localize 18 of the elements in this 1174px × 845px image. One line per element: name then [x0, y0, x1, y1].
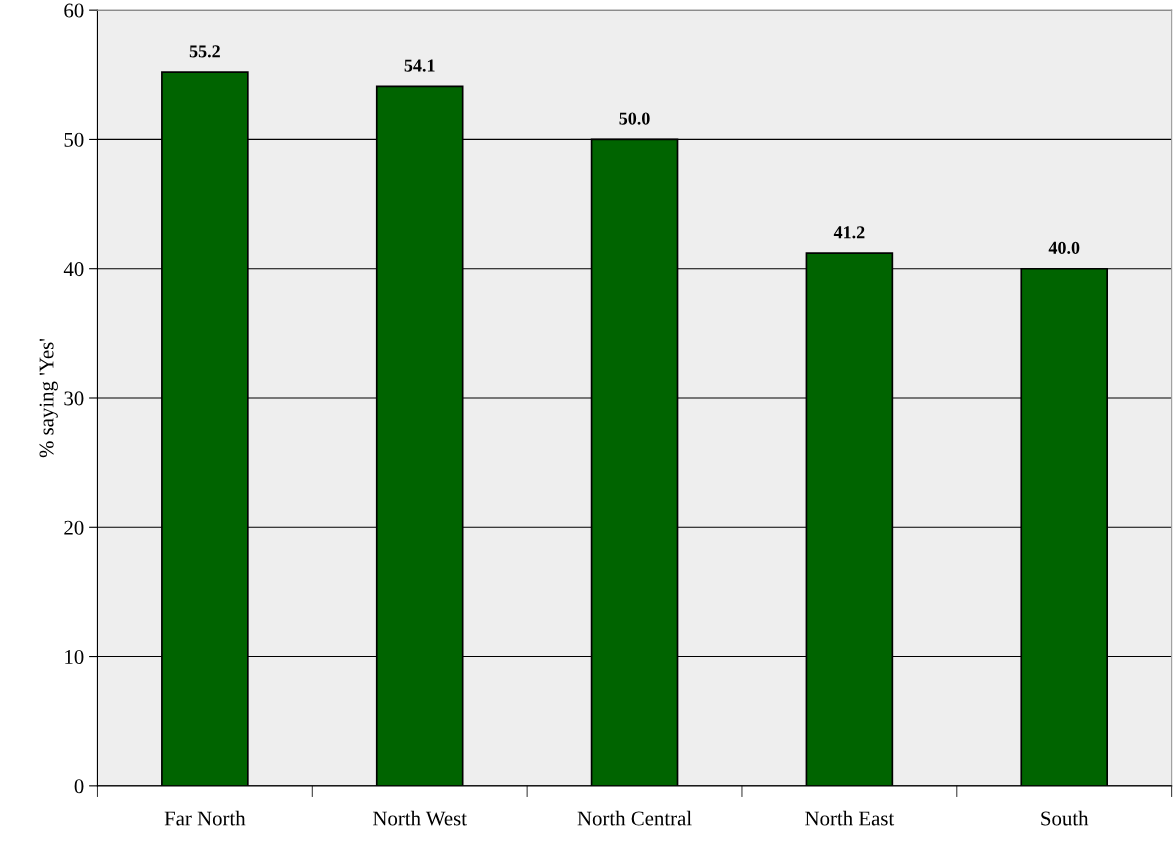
y-tick-label: 50 [64, 132, 84, 147]
y-tick-label: 60 [64, 3, 84, 18]
x-tick-label: North Central [577, 810, 692, 826]
data-label: 41.2 [833, 226, 865, 239]
y-tick-label: 30 [64, 391, 84, 406]
data-label: 40.0 [1048, 241, 1080, 255]
y-tick-label: 0 [74, 779, 84, 794]
data-label: 55.2 [189, 45, 220, 58]
x-tick-label: Far North [164, 810, 246, 826]
x-tick-label: South [1041, 810, 1089, 826]
y-axis-title: % saying 'Yes' [39, 338, 58, 458]
y-tick-label: 40 [63, 262, 84, 277]
data-label: 54.1 [404, 59, 435, 72]
x-tick-label: North East [805, 810, 895, 826]
y-tick-label: 10 [65, 649, 84, 664]
data-label: 50.0 [619, 112, 650, 125]
y-tick-label: 20 [64, 520, 84, 535]
x-tick-label: North West [373, 810, 467, 826]
